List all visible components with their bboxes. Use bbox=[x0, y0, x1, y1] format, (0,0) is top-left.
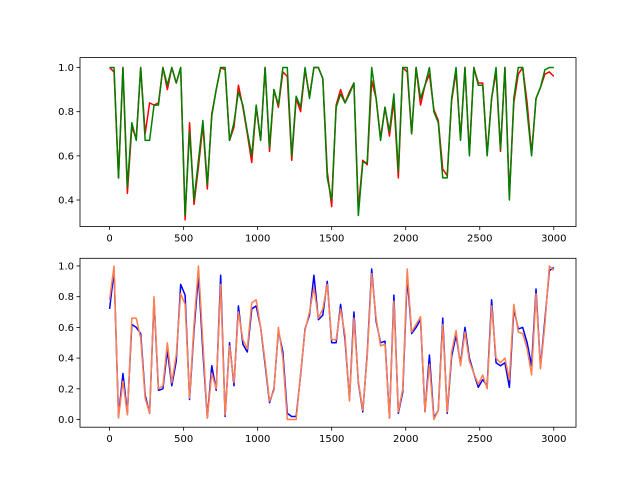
x-tick-label: 1500 bbox=[319, 234, 344, 245]
x-tick-label: 1000 bbox=[245, 434, 270, 445]
y-tick-label: 1.0 bbox=[58, 261, 74, 272]
x-tick-label: 500 bbox=[174, 234, 193, 245]
y-tick-label: 0.8 bbox=[58, 292, 74, 303]
y-tick-label: 1.0 bbox=[58, 63, 74, 74]
y-tick-label: 0.2 bbox=[58, 384, 74, 395]
x-tick-label: 2000 bbox=[393, 434, 418, 445]
axes-frame bbox=[79, 57, 577, 227]
y-tick-label: 0.6 bbox=[58, 323, 74, 334]
x-tick-label: 1000 bbox=[245, 234, 270, 245]
axes-frame bbox=[79, 257, 577, 428]
x-tick-label: 2500 bbox=[467, 234, 492, 245]
y-tick-label: 0.4 bbox=[58, 196, 74, 207]
x-tick-label: 3000 bbox=[541, 434, 566, 445]
x-tick-label: 500 bbox=[174, 434, 193, 445]
x-tick-label: 2500 bbox=[467, 434, 492, 445]
series-line-2 bbox=[109, 66, 554, 217]
y-tick-label: 0.0 bbox=[58, 415, 74, 426]
series-line-2 bbox=[108, 265, 555, 421]
x-tick-label: 0 bbox=[106, 234, 112, 245]
x-tick-label: 2000 bbox=[393, 234, 418, 245]
bottom-subplot: 0 500 1000 1500 2000 2500 3000 0.0 0.2 0.4 0.6 0.8 1… bbox=[58, 257, 577, 445]
x-tick-label: 1500 bbox=[319, 434, 344, 445]
y-tick-label: 0.8 bbox=[58, 107, 74, 118]
series-line-1 bbox=[108, 266, 555, 419]
top-subplot: 0 500 1000 1500 2000 2500 3000 0.4 0.6 0.8 1.0 bbox=[58, 57, 577, 245]
x-tick-label: 0 bbox=[106, 434, 112, 445]
x-tick-label: 3000 bbox=[541, 234, 566, 245]
y-tick-label: 0.4 bbox=[58, 354, 74, 365]
y-tick-label: 0.6 bbox=[58, 151, 74, 162]
